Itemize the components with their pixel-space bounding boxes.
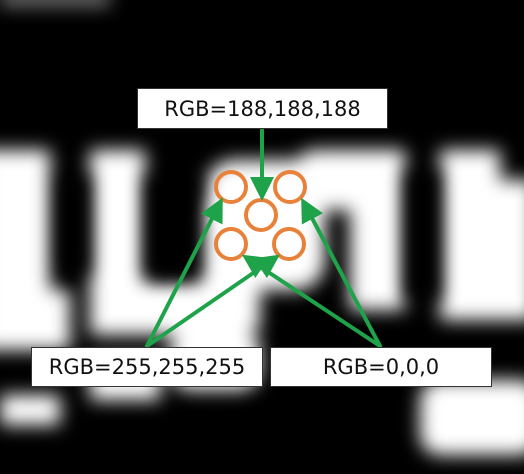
sample-ring-top-right — [273, 170, 307, 204]
label-black-color: RGB=0,0,0 — [270, 347, 492, 387]
sample-ring-bottom-right — [272, 227, 306, 261]
sample-ring-top-left — [214, 170, 248, 204]
sample-ring-bottom-left — [214, 227, 248, 261]
arrow-white-to-top-left — [145, 197, 223, 348]
arrow-black-to-bottom-left — [241, 254, 382, 348]
label-center-color: RGB=188,188,188 — [137, 88, 388, 129]
arrow-black-to-top-right — [301, 197, 382, 348]
arrow-white-to-bottom-right — [145, 254, 280, 348]
sample-ring-center — [244, 198, 278, 232]
label-white-color: RGB=255,255,255 — [31, 347, 263, 387]
